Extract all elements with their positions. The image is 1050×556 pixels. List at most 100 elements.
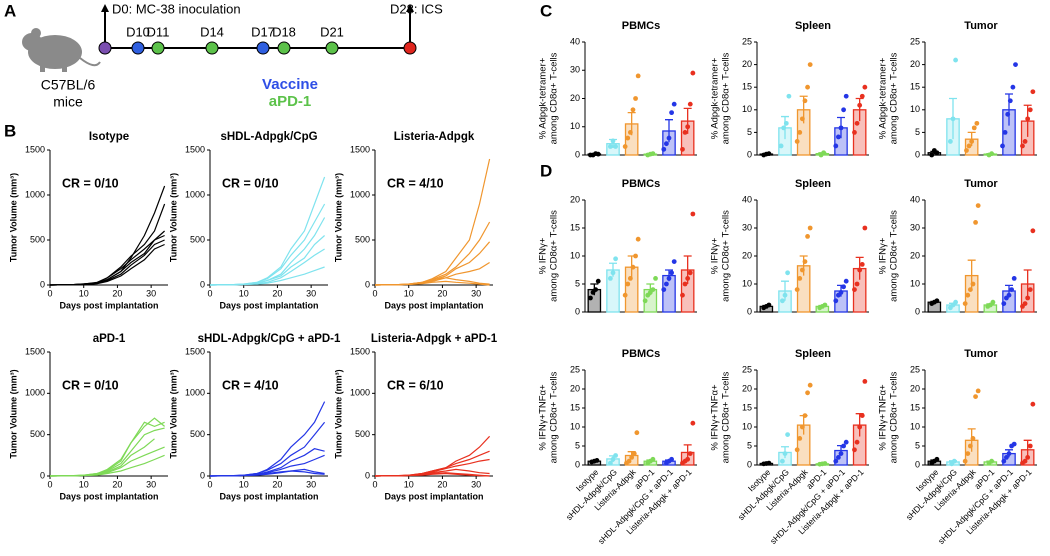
data-point [852,447,857,453]
data-point [685,276,691,281]
y-tick-label: 20 [742,250,752,260]
data-point [780,298,785,304]
y-tick-label: 10 [910,104,920,114]
arrow-head [101,4,109,12]
y-axis-label: Tumor Volume (mm³) [8,369,18,458]
timeline-dot [151,41,165,55]
data-point [625,135,631,141]
y-axis-label: % IFNγ+TNFα+ [538,384,549,451]
y-tick-label: 1000 [25,189,45,199]
y-tick-label: 0 [365,279,370,289]
y-tick-label: 0 [40,279,45,289]
data-point [1000,143,1005,149]
data-point [653,276,658,281]
chart-title: PBMCs [622,178,661,190]
y-tick-label: 15 [742,82,752,92]
data-point [1022,458,1028,464]
data-point [594,458,600,463]
data-point [671,259,677,264]
data-point [664,141,669,147]
tumor-curve [209,468,325,477]
data-point [857,267,863,273]
timeline-start: D0: MC-38 inoculation [112,1,241,16]
data-point [854,281,860,287]
data-point [805,390,810,396]
data-point [1005,111,1011,117]
y-tick-label: 15 [742,402,752,412]
y-tick-label: 15 [910,402,920,412]
day-label: D21 [320,24,344,39]
data-point [797,436,803,441]
data-point [799,267,805,273]
data-point [627,276,633,281]
error-bar [1023,269,1032,298]
data-point [859,413,865,418]
data-point [627,130,633,135]
data-point [967,287,973,292]
x-tick-label: 20 [112,288,122,298]
data-point [970,281,976,287]
y-tick-label: 500 [355,429,370,439]
data-point [782,292,788,298]
data-point [1027,107,1033,113]
y-tick-label: 10 [742,421,752,431]
data-point [613,144,618,149]
data-point [854,120,860,126]
x-tick-label: 30 [471,288,481,298]
data-point [766,151,772,157]
data-point [807,382,813,388]
data-point [794,287,800,292]
y-tick-label: 15 [570,222,580,232]
day-label: D14 [200,24,224,39]
y-tick-label: 5 [747,440,752,450]
x-tick-label: 20 [437,288,447,298]
data-point [970,436,976,441]
y-tick-label: 10 [910,278,920,288]
tumor-curve [49,454,165,477]
y-tick-label: 20 [742,383,752,393]
data-point [953,57,958,63]
y-tick-label: 1500 [350,346,370,356]
tumor-curve [209,176,326,286]
y-tick-label: 0 [575,306,580,316]
y-tick-label: 0 [200,279,205,289]
y-axis-label: % Adpgk-tetramer+ [878,57,889,139]
data-point [685,124,691,130]
y-tick-label: 25 [910,364,920,374]
day-label: D18 [272,24,296,39]
data-point [1013,62,1018,67]
data-point [608,460,613,466]
data-point [680,292,685,298]
data-point [1025,455,1031,460]
chart-title: Tumor [964,348,998,360]
y-axis-label: among CD8α+ T-cells [889,210,900,302]
data-point [841,284,846,290]
data-point [794,139,800,144]
y-tick-label: 25 [742,364,752,374]
x-tick-label: 0 [47,288,52,298]
data-point [610,456,616,462]
y-tick-label: 10 [570,121,580,131]
x-tick-label: 20 [272,479,282,489]
panel-label: A [4,1,16,20]
y-tick-label: 15 [910,82,920,92]
y-tick-label: 10 [910,421,920,431]
data-point [671,101,677,107]
data-point [833,143,839,149]
data-point [642,298,648,304]
data-point [1030,228,1036,234]
chart-title: aPD-1 [93,333,126,345]
data-point [669,456,674,462]
x-tick-label: 10 [79,288,89,298]
data-point [843,439,849,445]
x-tick-label: 0 [207,288,212,298]
data-point [833,298,839,304]
data-point [783,120,789,126]
data-point [838,451,844,456]
y-tick-label: 10 [570,421,580,431]
y-tick-label: 30 [742,222,752,232]
data-point [805,84,810,90]
data-point [807,62,813,67]
x-axis-label: Days post implantation [219,300,318,310]
data-point [969,139,975,144]
